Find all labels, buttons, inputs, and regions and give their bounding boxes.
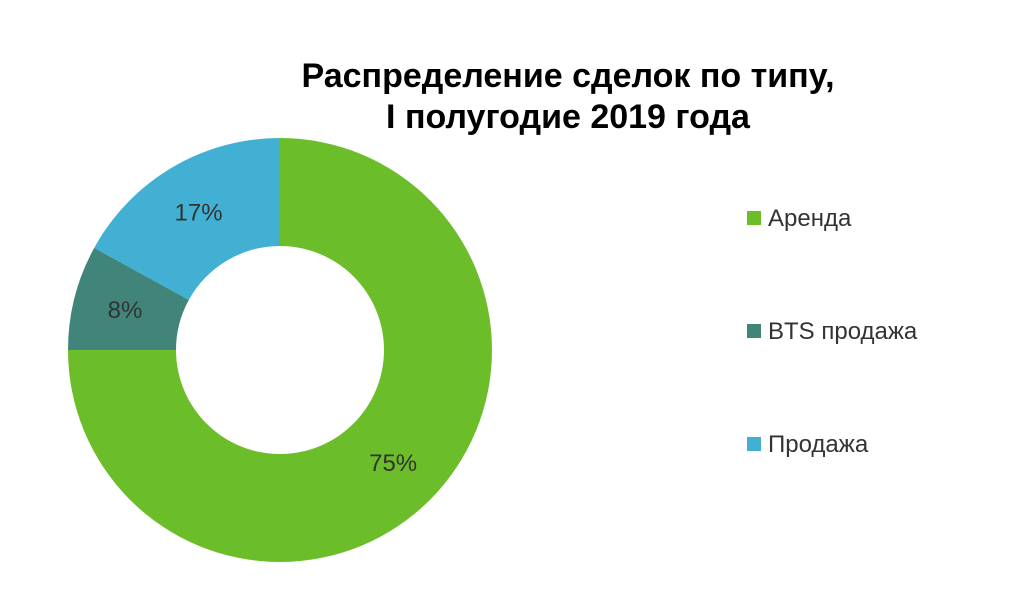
data-labels: 75% 8% 17% bbox=[108, 199, 417, 477]
chart-title-line-2: I полугодие 2019 года bbox=[386, 98, 751, 136]
data-label-1: 8% bbox=[108, 297, 143, 324]
slice-2 bbox=[94, 138, 280, 300]
legend-label-0: Аренда bbox=[768, 205, 852, 232]
chart-title-line-1: Распределение сделок по типу, bbox=[301, 57, 834, 95]
slice-1 bbox=[68, 247, 189, 350]
legend-label-2: Продажа bbox=[768, 431, 869, 458]
data-label-2: 17% bbox=[175, 199, 223, 226]
legend-label-1: BTS продажа bbox=[768, 318, 918, 345]
data-label-0: 75% bbox=[369, 450, 417, 477]
slice-0 bbox=[68, 138, 492, 562]
legend-swatch-2 bbox=[747, 437, 761, 451]
legend: Аренда BTS продажа Продажа bbox=[747, 205, 918, 458]
donut-slices bbox=[68, 138, 492, 562]
legend-swatch-1 bbox=[747, 324, 761, 338]
legend-swatch-0 bbox=[747, 211, 761, 225]
